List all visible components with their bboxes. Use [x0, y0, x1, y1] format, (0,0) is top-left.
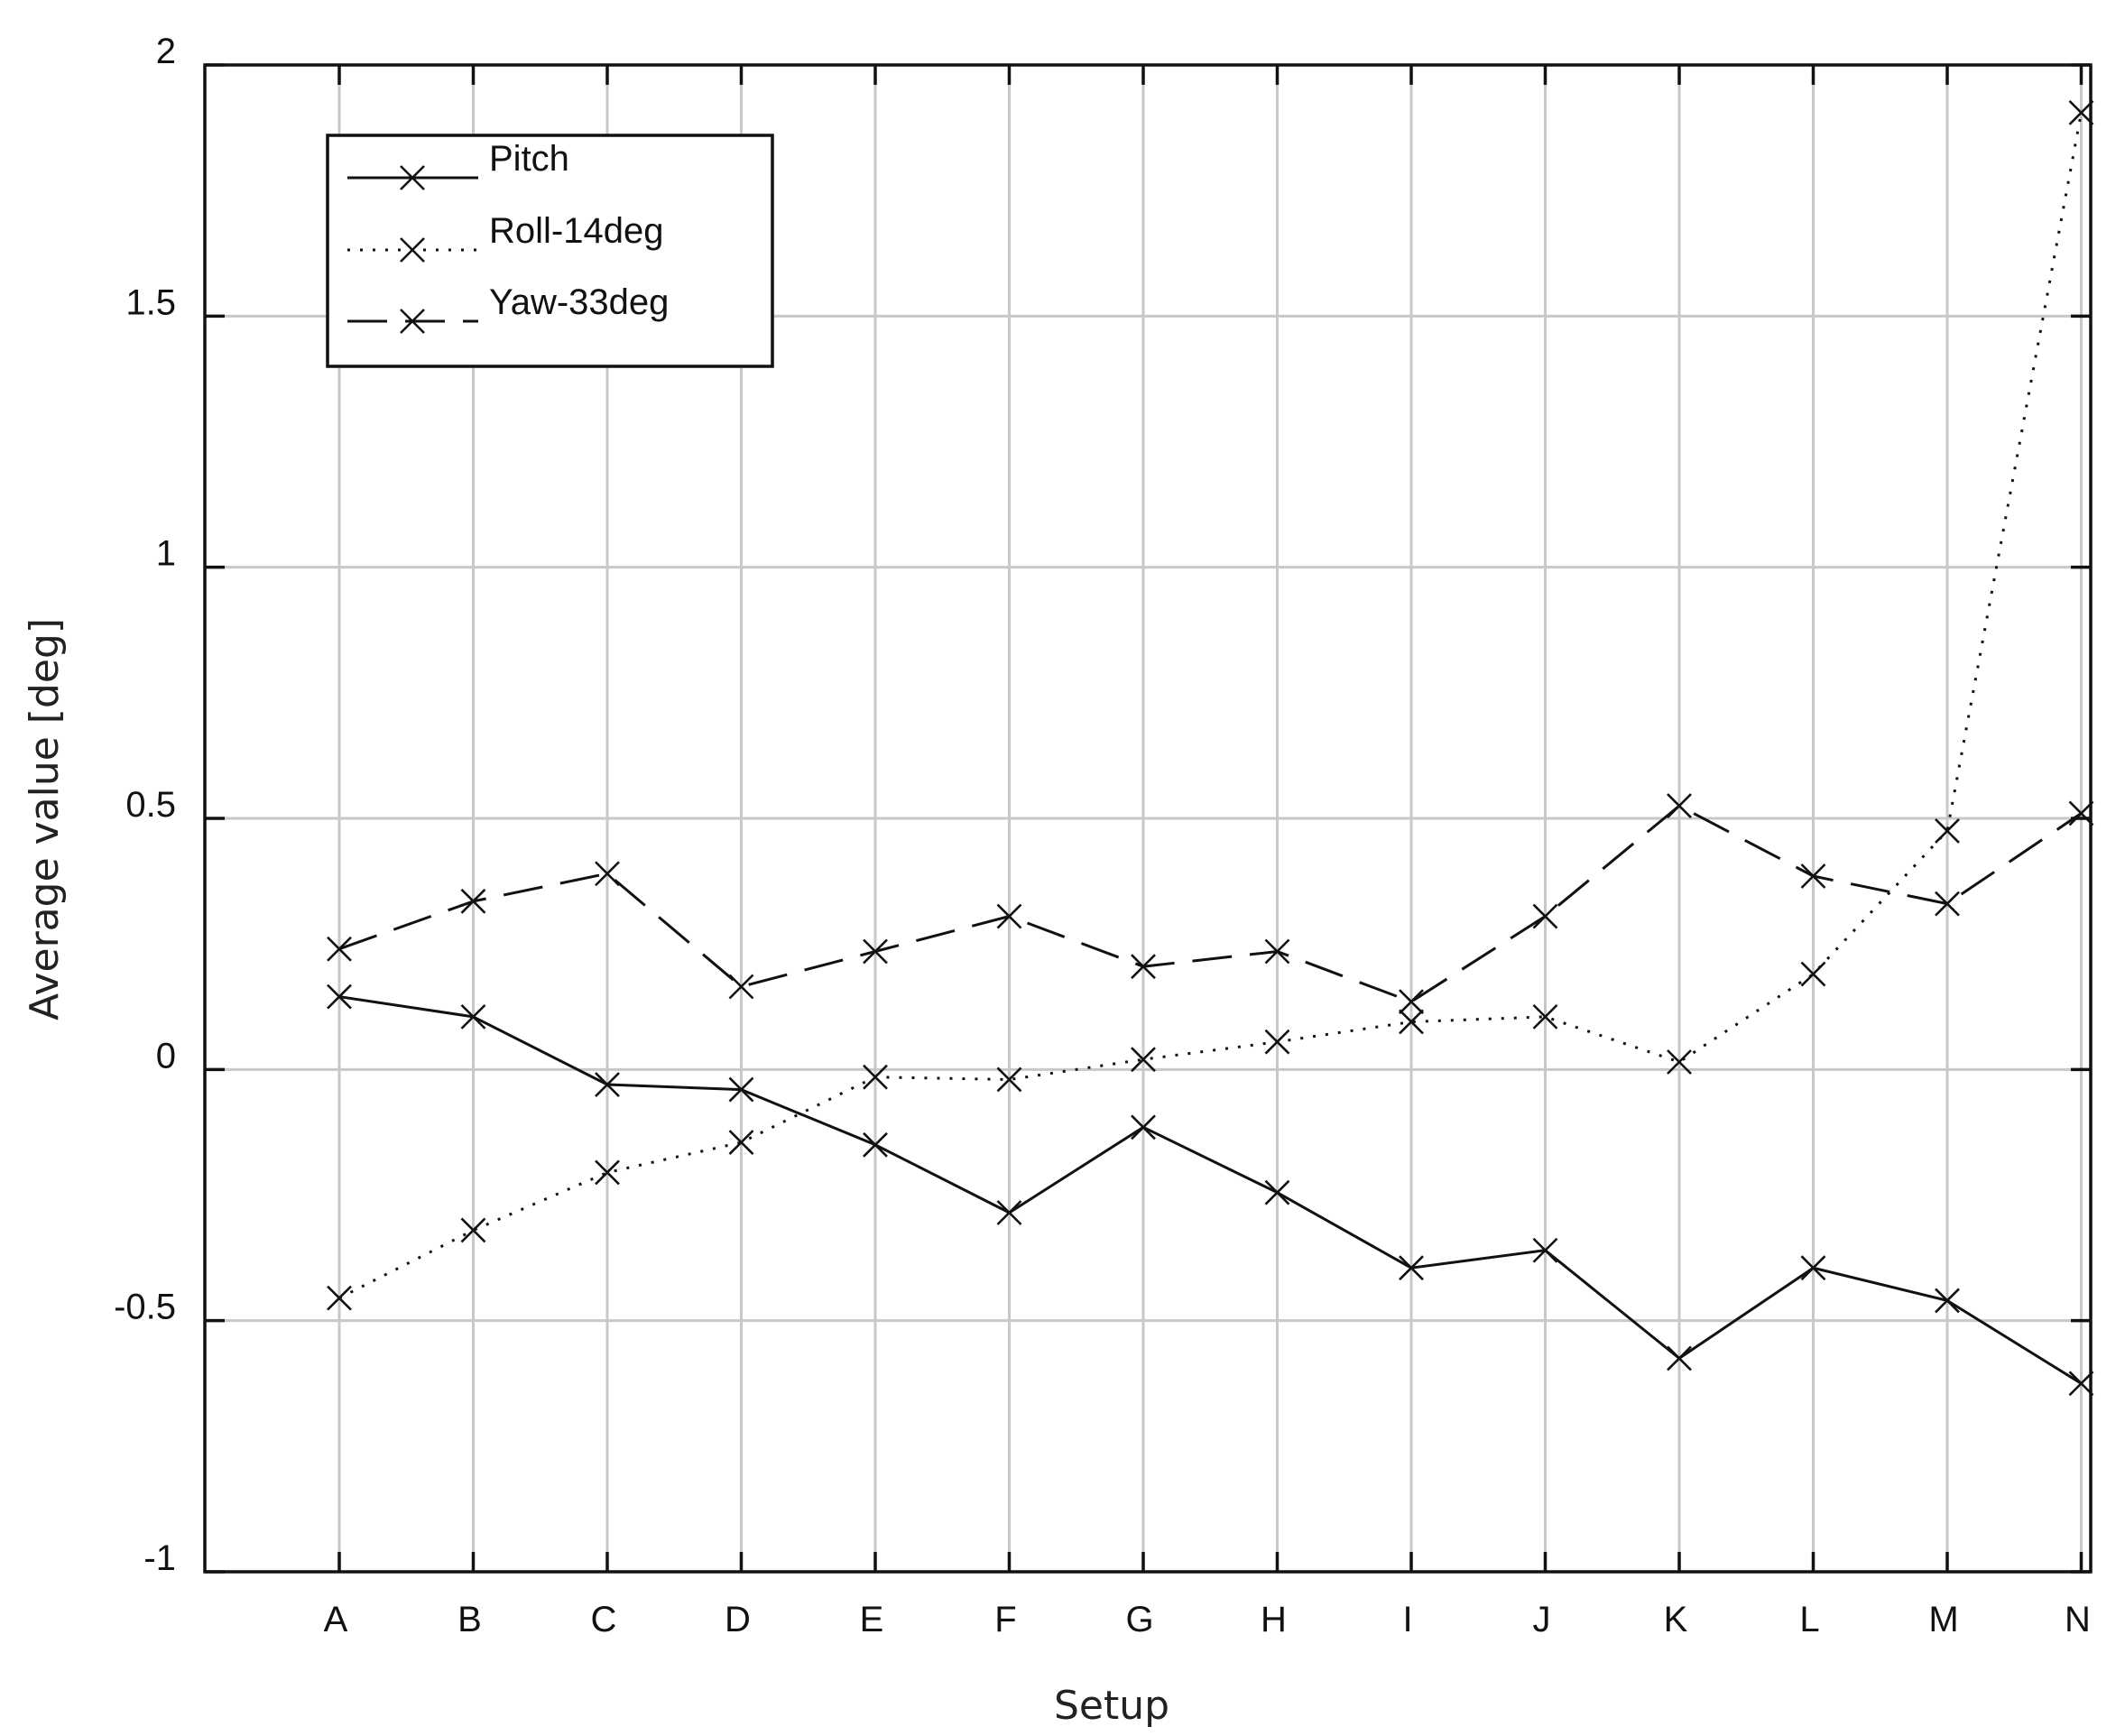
series-line-pitch [338, 995, 2083, 1385]
data-point-yaw-33deg [863, 938, 888, 965]
data-point-yaw-33deg [1399, 989, 1424, 1015]
data-point-pitch [1800, 1255, 1826, 1281]
x-tick-label: C [591, 1600, 617, 1639]
data-point-roll-14deg [1800, 961, 1826, 987]
data-point-pitch [1935, 1288, 1960, 1314]
x-tick-label: M [1928, 1600, 1958, 1639]
data-point-roll-14deg [1667, 1049, 1692, 1075]
x-tick-label: A [324, 1600, 348, 1639]
legend-marker-yaw-33deg [400, 309, 425, 334]
legend-item-pitch: Pitch [347, 139, 569, 190]
data-point-roll-14deg [595, 1159, 620, 1186]
data-point-pitch [327, 983, 352, 1010]
data-point-roll-14deg [1935, 817, 1960, 844]
x-tick-label: J [1533, 1600, 1551, 1639]
legend-marker-roll-14deg [400, 237, 425, 263]
x-tick-labels: A B C D E F G H I J K L M N [324, 1600, 2091, 1639]
data-point-roll-14deg [1532, 1003, 1558, 1030]
series-roll-14deg [327, 99, 2094, 1311]
legend-item-yaw-33deg: Yaw-33deg [347, 282, 669, 334]
data-point-roll-14deg [728, 1130, 754, 1155]
data-point-yaw-33deg [1667, 793, 1692, 819]
data-point-roll-14deg [2068, 99, 2094, 125]
y-tick-label: 2 [156, 32, 176, 71]
y-tick-label: -1 [143, 1538, 176, 1578]
x-axis-title: Setup [1054, 1683, 1169, 1729]
y-tick-label: -0.5 [114, 1288, 176, 1327]
data-point-roll-14deg [1131, 1047, 1156, 1073]
data-point-roll-14deg [1399, 1009, 1424, 1035]
data-point-pitch [595, 1072, 620, 1097]
series-pitch [327, 983, 2094, 1397]
x-tick-label: H [1261, 1600, 1287, 1639]
data-point-yaw-33deg [1800, 863, 1826, 889]
data-point-yaw-33deg [1264, 938, 1290, 965]
legend-item-roll-14deg: Roll-14deg [347, 211, 663, 263]
data-point-yaw-33deg [1131, 954, 1156, 980]
legend-label-pitch: Pitch [489, 139, 569, 179]
legend: Pitch Roll-14deg Yaw-33deg [326, 134, 774, 368]
data-point-roll-14deg [1264, 1029, 1290, 1055]
data-point-roll-14deg [460, 1217, 486, 1243]
data-point-pitch [1264, 1179, 1290, 1205]
x-tick-label: D [725, 1600, 751, 1639]
x-tick-label: K [1664, 1600, 1688, 1639]
legend-marker-pitch [400, 165, 425, 190]
data-point-yaw-33deg [1532, 903, 1558, 929]
data-point-pitch [863, 1131, 888, 1158]
data-point-yaw-33deg [595, 861, 620, 887]
data-point-roll-14deg [863, 1064, 888, 1090]
y-axis-title: Average value [deg] [22, 618, 68, 1020]
data-point-yaw-33deg [1935, 891, 1960, 917]
x-tick-label: N [2065, 1600, 2091, 1639]
data-point-pitch [1667, 1345, 1692, 1371]
legend-label-roll-14deg: Roll-14deg [489, 211, 663, 251]
data-point-yaw-33deg [996, 903, 1022, 929]
data-point-pitch [460, 1003, 486, 1030]
data-point-pitch [728, 1076, 754, 1103]
data-point-pitch [1532, 1237, 1558, 1263]
data-point-yaw-33deg [460, 888, 486, 914]
y-tick-label: 1 [156, 534, 176, 574]
y-tick-label: 0 [156, 1036, 176, 1076]
data-point-yaw-33deg [327, 936, 352, 962]
data-point-yaw-33deg [2068, 800, 2094, 826]
y-tick-label: 1.5 [125, 282, 176, 322]
legend-box [326, 134, 774, 368]
x-tick-label: I [1402, 1600, 1412, 1639]
data-point-pitch [1131, 1114, 1156, 1140]
series-layer [327, 99, 2094, 1397]
x-tick-label: E [860, 1600, 884, 1639]
data-point-roll-14deg [327, 1285, 352, 1311]
x-tick-label: F [994, 1600, 1016, 1639]
x-tick-label: G [1125, 1600, 1153, 1639]
series-yaw-33deg [327, 793, 2094, 1015]
data-point-yaw-33deg [728, 974, 754, 1000]
y-tick-label: 0.5 [125, 785, 176, 825]
data-point-pitch [996, 1200, 1022, 1225]
data-point-pitch [2068, 1371, 2094, 1397]
y-tick-labels: 2 1.5 1 0.5 0 -0.5 -1 [114, 32, 176, 1578]
x-tick-label: B [457, 1600, 482, 1639]
x-tick-label: L [1799, 1600, 1819, 1639]
axis-ticks [205, 63, 2091, 1574]
legend-label-yaw-33deg: Yaw-33deg [489, 282, 669, 322]
series-line-yaw-33deg [338, 804, 2083, 1003]
data-point-pitch [1399, 1255, 1424, 1281]
data-point-roll-14deg [996, 1067, 1022, 1093]
